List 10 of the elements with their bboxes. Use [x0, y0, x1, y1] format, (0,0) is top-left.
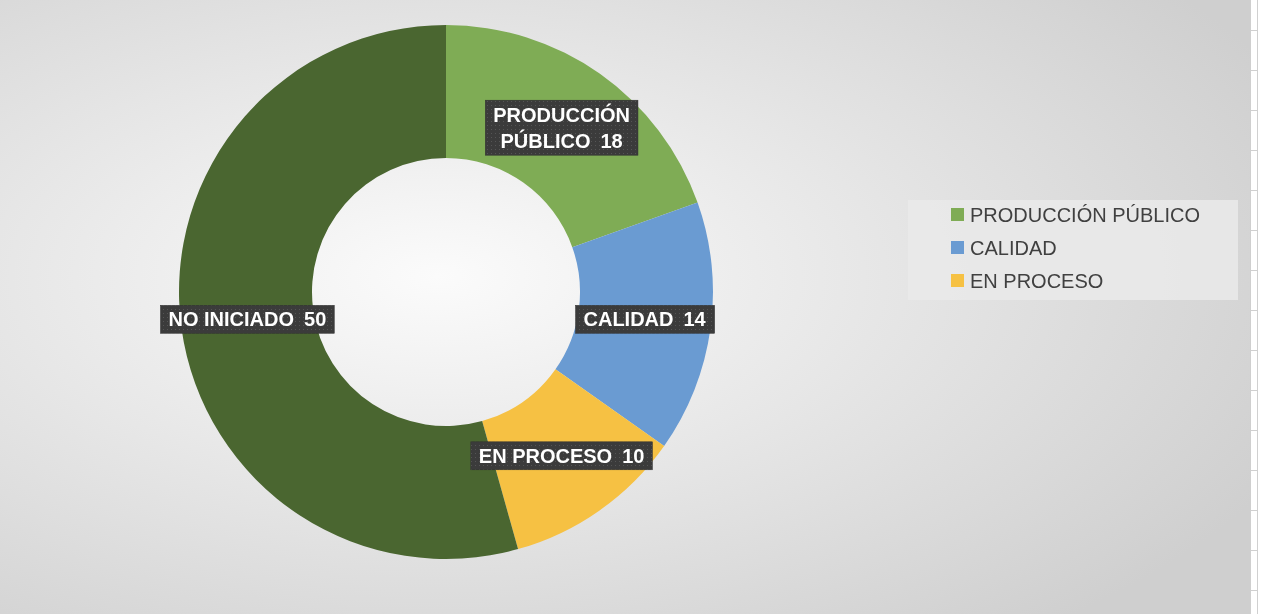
legend-label: EN PROCESO — [970, 270, 1104, 292]
slice-label: EN PROCESO — [478, 444, 613, 467]
legend-label: PRODUCCIÓN PÚBLICO — [970, 204, 1201, 226]
data-label: 14 — [683, 308, 707, 331]
data-label: 18 — [600, 130, 623, 153]
data-label: 50 — [304, 308, 327, 331]
slice-label: NO INICIADO — [168, 308, 295, 331]
slice-label: CALIDAD — [583, 308, 674, 331]
legend-label: CALIDAD — [970, 237, 1057, 259]
data-label: 10 — [622, 444, 645, 467]
